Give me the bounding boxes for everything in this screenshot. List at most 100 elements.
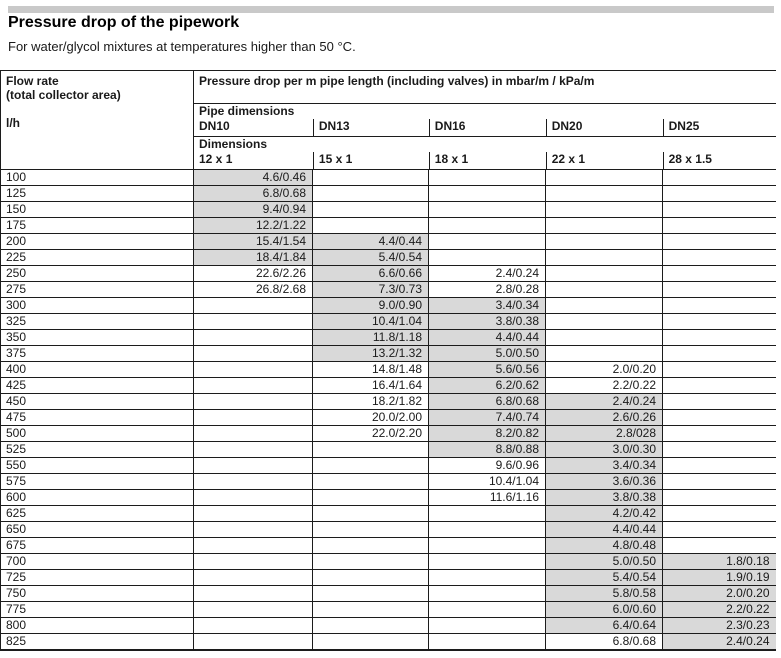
- value-cell: [428, 601, 546, 618]
- value-cell: [662, 473, 776, 490]
- flow-rate-cell: 525: [0, 441, 194, 458]
- flow-rate-cell: 575: [0, 473, 194, 490]
- table-row-425: 425 16.4/1.64 6.2/0.62 2.2/0.22: [0, 377, 776, 394]
- value-cell: [662, 489, 776, 506]
- value-cell: 16.4/1.64: [312, 377, 429, 394]
- table-row-700: 700 5.0/0.50 1.8/0.18: [0, 553, 776, 570]
- value-cell: [662, 393, 776, 410]
- flow-rate-cell: 675: [0, 537, 194, 554]
- value-cell: 11.8/1.18: [312, 329, 429, 346]
- flow-rate-cell: 200: [0, 233, 194, 250]
- value-cell: [662, 169, 776, 186]
- dim-label-18x1: 18 x 1: [428, 152, 546, 169]
- value-cell: 4.4/0.44: [428, 329, 546, 346]
- value-cell: 4.4/0.44: [545, 521, 663, 538]
- value-cell: 14.8/1.48: [312, 361, 429, 378]
- value-cell: [193, 377, 313, 394]
- value-cell: 3.4/0.34: [545, 457, 663, 474]
- value-cell: 4.4/0.44: [312, 233, 429, 250]
- flow-rate-cell: 650: [0, 521, 194, 538]
- value-cell: [545, 297, 663, 314]
- table-row-150: 150 9.4/0.94: [0, 201, 776, 218]
- value-cell: 1.9/0.19: [662, 569, 776, 586]
- value-cell: 3.8/0.38: [428, 313, 546, 330]
- value-cell: [312, 489, 429, 506]
- value-cell: [193, 601, 313, 618]
- value-cell: [312, 473, 429, 490]
- value-cell: [312, 521, 429, 538]
- value-cell: 2.4/0.24: [428, 265, 546, 282]
- value-cell: [545, 217, 663, 234]
- flow-rate-cell: 550: [0, 457, 194, 474]
- flow-rate-cell: 475: [0, 409, 194, 426]
- value-cell: [312, 553, 429, 570]
- value-cell: [662, 201, 776, 218]
- value-cell: 6.8/0.68: [428, 393, 546, 410]
- header-row-pipe-dimensions: Pipe dimensions DN10 DN13 DN16 DN20 DN25: [1, 103, 776, 137]
- flow-rate-label: Flow rate: [6, 74, 59, 88]
- value-cell: 2.8/028: [545, 425, 663, 442]
- value-cell: 4.8/0.48: [545, 537, 663, 554]
- page-title: Pressure drop of the pipework: [8, 14, 240, 31]
- value-cell: [428, 169, 546, 186]
- value-cell: [545, 281, 663, 298]
- value-cell: 8.8/0.88: [428, 441, 546, 458]
- table-row-475: 475 20.0/2.00 7.4/0.74 2.6/0.26: [0, 409, 776, 426]
- table-row-600: 600 11.6/1.16 3.8/0.38: [0, 489, 776, 506]
- value-cell: 6.8/0.68: [193, 185, 313, 202]
- dn-label-dn20: DN20: [545, 119, 663, 136]
- value-cell: [312, 601, 429, 618]
- value-cell: [428, 537, 546, 554]
- table-row-750: 750 5.8/0.58 2.0/0.20: [0, 585, 776, 602]
- flow-rate-unit-label: l/h: [6, 116, 20, 130]
- value-cell: 5.0/0.50: [545, 553, 663, 570]
- value-cell: 22.0/2.20: [312, 425, 429, 442]
- table-row-575: 575 10.4/1.04 3.6/0.36: [0, 473, 776, 490]
- value-cell: [545, 265, 663, 282]
- table-row-625: 625 4.2/0.42: [0, 505, 776, 522]
- value-cell: [312, 217, 429, 234]
- value-cell: 10.4/1.04: [428, 473, 546, 490]
- pipe-dimensions-header-cell: Pipe dimensions DN10 DN13 DN16 DN20 DN25: [193, 103, 776, 137]
- value-cell: [545, 329, 663, 346]
- header-row-dimensions: Dimensions 12 x 1 15 x 1 18 x 1 22 x 1 28 x …: [1, 136, 776, 170]
- top-divider-bar: [8, 6, 774, 13]
- value-cell: [193, 473, 313, 490]
- value-cell: 18.2/1.82: [312, 393, 429, 410]
- value-cell: 6.8/0.68: [545, 633, 663, 651]
- flow-rate-cell: 625: [0, 505, 194, 522]
- value-cell: 11.6/1.16: [428, 489, 546, 506]
- table-row-675: 675 4.8/0.48: [0, 537, 776, 554]
- value-cell: [193, 521, 313, 538]
- flow-rate-cell: 375: [0, 345, 194, 362]
- value-cell: [428, 185, 546, 202]
- value-cell: [662, 521, 776, 538]
- pressure-drop-header-cell: Pressure drop per m pipe length (includi…: [193, 70, 776, 104]
- value-cell: [193, 505, 313, 522]
- value-cell: [545, 249, 663, 266]
- dim-label-22x1: 22 x 1: [545, 152, 663, 169]
- value-cell: [193, 617, 313, 634]
- flow-rate-cell: 825: [0, 633, 194, 651]
- value-cell: 2.0/0.20: [662, 585, 776, 602]
- value-cell: [662, 233, 776, 250]
- value-cell: [312, 441, 429, 458]
- value-cell: 9.4/0.94: [193, 201, 313, 218]
- dim-label-12x1: 12 x 1: [199, 152, 233, 166]
- value-cell: 18.4/1.84: [193, 249, 313, 266]
- value-cell: [193, 297, 313, 314]
- table-row-200: 200 15.4/1.54 4.4/0.44: [0, 233, 776, 250]
- value-cell: [545, 345, 663, 362]
- value-cell: [193, 329, 313, 346]
- value-cell: 2.6/0.26: [545, 409, 663, 426]
- value-cell: 9.6/0.96: [428, 457, 546, 474]
- value-cell: [545, 169, 663, 186]
- table-row-375: 375 13.2/1.32 5.0/0.50: [0, 345, 776, 362]
- table-row-325: 325 10.4/1.04 3.8/0.38: [0, 313, 776, 330]
- value-cell: [545, 185, 663, 202]
- value-cell: 2.4/0.24: [662, 633, 776, 651]
- value-cell: 13.2/1.32: [312, 345, 429, 362]
- table-row-650: 650 4.4/0.44: [0, 521, 776, 538]
- value-cell: [662, 249, 776, 266]
- value-cell: [428, 617, 546, 634]
